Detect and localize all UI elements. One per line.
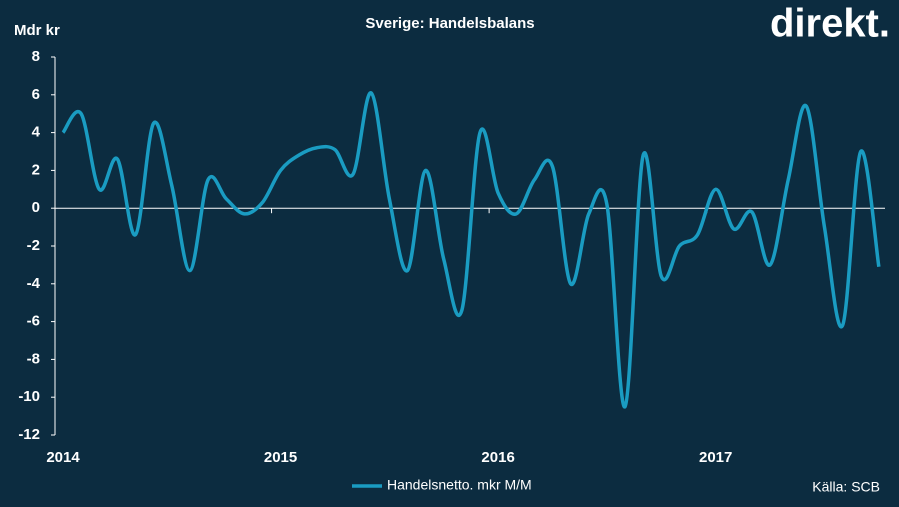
y-tick-label: 2	[32, 161, 40, 178]
y-tick-label: -8	[27, 350, 40, 367]
line	[61, 91, 881, 409]
y-tick-label: 6	[32, 86, 40, 103]
x-tick-label: 2017	[699, 449, 732, 466]
logo: direkt.	[770, 2, 890, 46]
y-axis-label: Mdr kr	[14, 22, 60, 39]
x-tick-label: 2016	[481, 449, 514, 466]
x-tick-label: 2014	[46, 449, 80, 466]
y-tick-label: 0	[32, 199, 40, 216]
y-tick-label: -4	[27, 275, 41, 292]
y-tick-label: 4	[32, 124, 41, 141]
legend-label: Handelsnetto. mkr M/M	[387, 477, 532, 493]
chart-title: Sverige: Handelsbalans	[365, 15, 534, 32]
y-tick-label: -2	[27, 237, 40, 254]
y-tick-label: 8	[32, 48, 40, 65]
y-tick-label: -12	[18, 426, 40, 443]
source: Källa: SCB	[812, 479, 880, 495]
y-tick-label: -10	[18, 388, 40, 405]
y-tick-label: -6	[27, 313, 40, 330]
x-tick-label: 2015	[264, 449, 297, 466]
